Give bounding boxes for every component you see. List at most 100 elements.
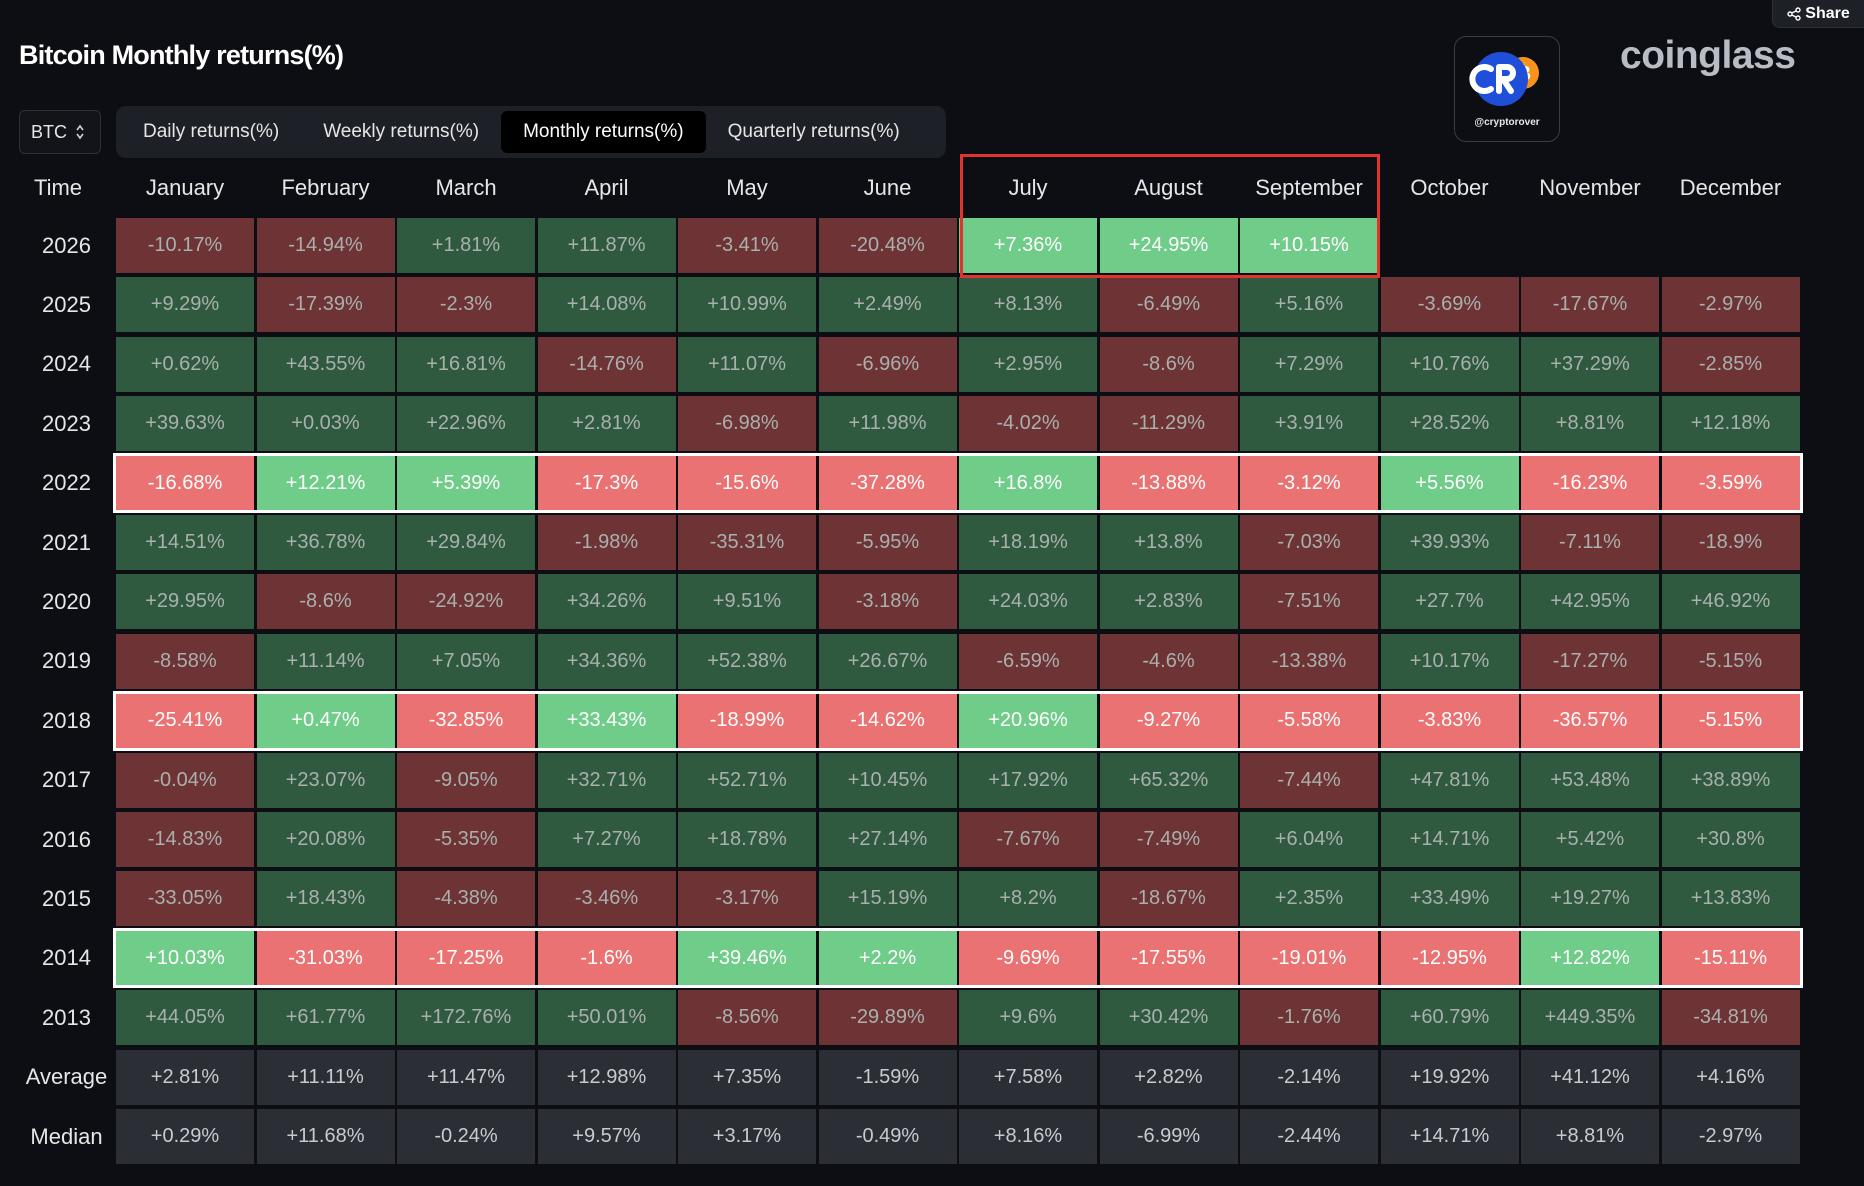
tab-monthly-returns[interactable]: Monthly returns(%) (501, 111, 706, 153)
return-cell: -3.18% (818, 574, 957, 630)
row-label: Average (25, 1064, 108, 1090)
table-row: 2022 -16.68% +12.21% +5.39% -17.3% -15.6% -37.… (0, 455, 1864, 515)
return-cell: -6.98% (678, 396, 816, 452)
return-cell: +11.98% (818, 396, 957, 452)
coin-select[interactable]: BTC (19, 110, 101, 154)
return-cell: +2.81% (116, 1049, 254, 1105)
return-cell: +14.08% (537, 277, 676, 333)
table-row: 2024 +0.62% +43.55% +16.81% -14.76% +11.07% -6… (0, 336, 1864, 396)
return-cell: +39.46% (678, 930, 816, 986)
tab-quarterly-returns[interactable]: Quarterly returns(%) (727, 121, 900, 142)
return-cell: -35.31% (678, 515, 816, 570)
return-cell: -18.9% (1661, 515, 1800, 570)
month-header-june: June (863, 175, 912, 200)
month-header-march: March (435, 175, 497, 200)
return-cell: +22.96% (397, 396, 535, 452)
return-cell: -15.11% (1661, 930, 1800, 986)
return-cell: +17.92% (959, 752, 1097, 808)
return-cell: +0.47% (256, 693, 395, 749)
return-cell: -2.14% (1240, 1049, 1378, 1105)
return-cell: -34.81% (1661, 990, 1800, 1046)
return-cell: -0.24% (397, 1109, 535, 1164)
return-cell: +52.38% (678, 633, 816, 689)
row-label: 2024 (42, 351, 91, 377)
tab-daily-returns[interactable]: Daily returns(%) (143, 121, 280, 142)
return-cell: -36.57% (1521, 693, 1659, 749)
return-cell: -4.6% (1099, 633, 1238, 689)
return-cell: +34.36% (537, 633, 676, 689)
month-header-july: July (1008, 175, 1048, 200)
return-cell: -5.58% (1240, 693, 1378, 749)
return-cell: -15.6% (678, 455, 816, 511)
return-cell: +41.12% (1521, 1049, 1659, 1105)
return-cell: -17.39% (256, 277, 395, 333)
share-button[interactable]: Share (1772, 0, 1864, 28)
return-cell: +14.51% (116, 515, 254, 570)
table-row: 2016 -14.83% +20.08% -5.35% +7.27% +18.78% +27… (0, 812, 1864, 871)
table-row: 2021 +14.51% +36.78% +29.84% -1.98% -35.31% -5… (0, 515, 1864, 574)
return-cell: -7.49% (1099, 812, 1238, 867)
cryptorover-badge: ₿ @cryptorover (1454, 36, 1560, 142)
return-cell: -29.89% (818, 990, 957, 1046)
return-cell: +19.92% (1380, 1049, 1519, 1105)
return-cell: +11.07% (678, 336, 816, 392)
return-cell: -17.27% (1521, 633, 1659, 689)
month-header-january: January (145, 175, 225, 200)
coinglass-logo: coinglass (1620, 34, 1796, 77)
return-cell: +4.16% (1661, 1049, 1800, 1105)
return-cell: -12.95% (1380, 930, 1519, 986)
return-cell: -2.44% (1240, 1109, 1378, 1164)
return-cell: -4.02% (959, 396, 1097, 452)
return-cell: +10.45% (818, 752, 957, 808)
month-header-august: August (1134, 175, 1203, 200)
return-cell: -9.69% (959, 930, 1097, 986)
return-cell: -17.3% (537, 455, 676, 511)
return-cell: -1.59% (818, 1049, 957, 1105)
table-header: Time January February March April May June Jul… (0, 158, 1864, 218)
return-cell: +65.32% (1099, 752, 1238, 808)
month-header-december: December (1679, 175, 1782, 200)
table-row: 2025 +9.29% -17.39% -2.3% +14.08% +10.99% +2.4… (0, 277, 1864, 336)
return-cell: +10.15% (1240, 218, 1378, 273)
share-label: Share (1805, 4, 1850, 22)
return-cell: +2.81% (537, 396, 676, 452)
return-cell: -24.92% (397, 574, 535, 630)
month-header-november: November (1539, 175, 1641, 200)
return-cell: -7.44% (1240, 752, 1378, 808)
return-cell: -14.94% (256, 218, 395, 273)
return-cell: +30.42% (1099, 990, 1238, 1046)
return-cell: -6.96% (818, 336, 957, 392)
return-cell: -17.25% (397, 930, 535, 986)
return-cell: -8.56% (678, 990, 816, 1046)
return-cell: +26.67% (818, 633, 957, 689)
return-cell: +5.42% (1521, 812, 1659, 867)
return-cell: +19.27% (1521, 871, 1659, 927)
return-cell: +12.82% (1521, 930, 1659, 986)
return-cell: -2.97% (1661, 1109, 1800, 1164)
return-cell: +23.07% (256, 752, 395, 808)
row-label: 2018 (42, 707, 91, 733)
tab-weekly-returns[interactable]: Weekly returns(%) (323, 121, 480, 142)
return-cell: +33.49% (1380, 871, 1519, 927)
return-cell: +3.91% (1240, 396, 1378, 452)
return-cell: +28.52% (1380, 396, 1519, 452)
return-cell: +47.81% (1380, 752, 1519, 808)
return-cell: +18.19% (959, 515, 1097, 570)
return-cell: +9.29% (116, 277, 254, 333)
return-cell: -14.76% (537, 336, 676, 392)
return-cell: +7.27% (537, 812, 676, 867)
return-cell: +2.49% (818, 277, 957, 333)
return-cell: +2.2% (818, 930, 957, 986)
month-header-october: October (1410, 175, 1489, 200)
table-row: 2014 +10.03% -31.03% -17.25% -1.6% +39.46% +2.… (0, 930, 1864, 990)
return-cell: -3.59% (1661, 455, 1800, 511)
return-cell: +12.18% (1661, 396, 1800, 452)
return-cell: -17.55% (1099, 930, 1238, 986)
return-cell: -5.35% (397, 812, 535, 867)
return-cell: +11.68% (256, 1109, 395, 1164)
return-cell: -13.38% (1240, 633, 1378, 689)
return-cell: -17.67% (1521, 277, 1659, 333)
return-cell: +30.8% (1661, 812, 1800, 867)
return-cell: -16.23% (1521, 455, 1659, 511)
row-label: 2020 (42, 588, 91, 614)
